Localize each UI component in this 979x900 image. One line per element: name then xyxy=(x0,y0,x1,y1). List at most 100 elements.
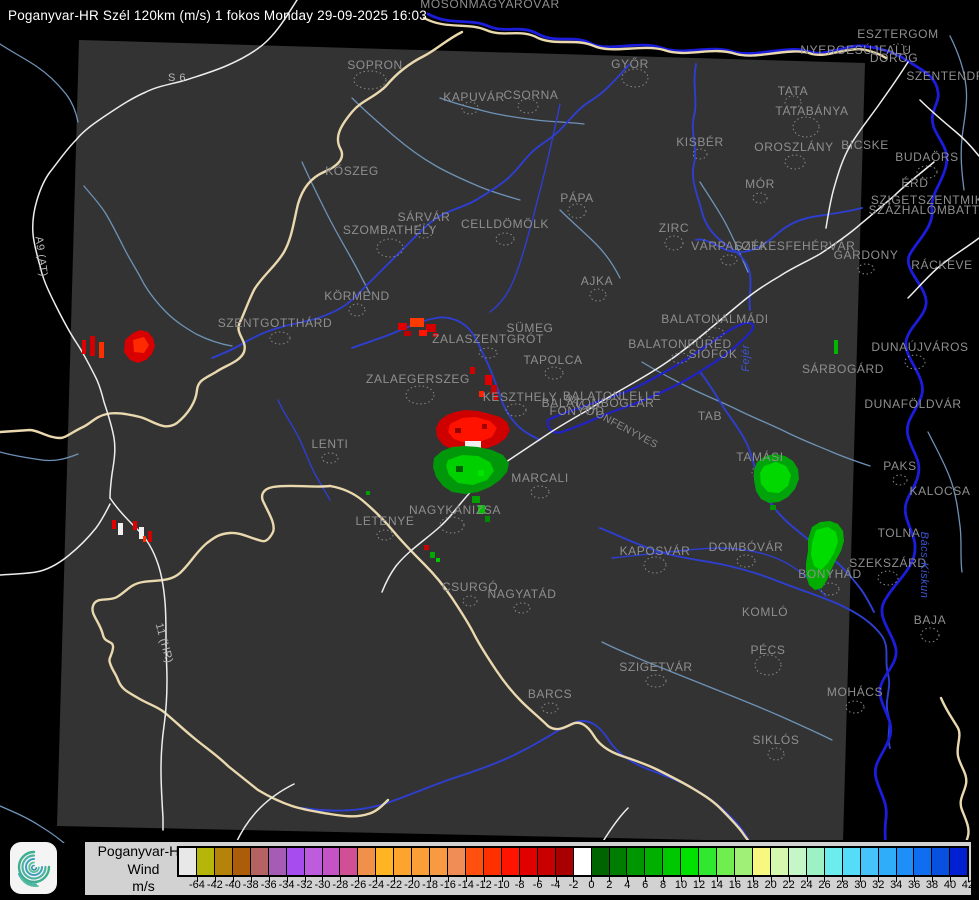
city-label: SIKLÓS xyxy=(753,732,800,747)
legend-value-label: -6 xyxy=(532,879,543,891)
radar-echo-zero xyxy=(465,441,481,448)
legend-tick xyxy=(591,877,593,882)
city-label: BUDAÖRS xyxy=(895,150,959,164)
legend-tick xyxy=(967,877,969,882)
legend-value-label: 14 xyxy=(710,879,724,891)
legend-cell--32 xyxy=(286,848,304,875)
road-label: A9 (AT) xyxy=(33,236,50,278)
legend-cell-18 xyxy=(735,848,752,875)
city-label: RÁCKEVE xyxy=(911,257,973,272)
legend-value-label: -16 xyxy=(439,879,456,891)
legend-value-label: -64 xyxy=(188,879,205,891)
radar-echo-red-zalaszentgrot xyxy=(398,318,438,337)
legend-parameter: Wind xyxy=(127,860,160,877)
city-label: ZALAEGERSZEG xyxy=(366,372,470,386)
county-label: Bács-Kiskun xyxy=(918,532,930,599)
legend-tick xyxy=(376,877,378,882)
city-label: KAPOSVÁR xyxy=(620,543,691,558)
city-label: KISBÉR xyxy=(676,134,724,149)
legend-tick xyxy=(501,877,503,882)
roads xyxy=(0,0,979,843)
legend-product: Poganyvar-HR xyxy=(97,843,190,859)
app-logo xyxy=(10,842,57,894)
legend-cell-22 xyxy=(770,848,788,875)
legend-tick xyxy=(663,877,665,882)
city-label: PÁPA xyxy=(560,190,594,205)
legend-value-label: -40 xyxy=(224,879,241,891)
radar-echo-red-west xyxy=(82,330,155,363)
legend-tick xyxy=(304,877,306,882)
legend-cell-4 xyxy=(609,848,627,875)
legend-cell-8 xyxy=(645,848,663,875)
legend-tick xyxy=(412,877,414,882)
legend-value-label: -24 xyxy=(368,879,385,891)
legend-tick xyxy=(878,877,880,882)
city-label: TOLNA xyxy=(878,526,921,540)
legend-value-label: 34 xyxy=(890,879,903,891)
legend-cell-20 xyxy=(753,848,770,875)
legend-tick xyxy=(842,877,844,882)
legend-tick xyxy=(860,877,862,882)
legend-value-label: 6 xyxy=(642,879,649,891)
legend-value-label: 12 xyxy=(692,879,706,891)
legend-title: Poganyvar-HR Wind m/s xyxy=(91,843,196,896)
radar-echo-red-main xyxy=(436,410,510,451)
legend-value-label: -38 xyxy=(242,879,259,891)
radar-echo-green-south xyxy=(366,491,490,562)
legend-tick xyxy=(555,877,557,882)
city-label: SZÉKESFEHÉRVÁR xyxy=(735,238,856,253)
legend-value-label: -18 xyxy=(422,879,438,891)
city-label: AJKA xyxy=(581,274,613,288)
legend-tick xyxy=(932,877,934,882)
legend-cell-30 xyxy=(842,848,860,875)
legend-tick xyxy=(322,877,324,882)
city-label: KOMLÓ xyxy=(742,604,788,619)
legend-tick xyxy=(447,877,449,882)
legend-tick xyxy=(824,877,826,882)
legend-tick xyxy=(698,877,700,882)
city-label: CSORNA xyxy=(504,88,559,102)
city-label: DOROG xyxy=(870,51,918,65)
legend-tick xyxy=(770,877,772,882)
legend-cell--40 xyxy=(214,848,232,875)
legend-tick xyxy=(286,877,288,882)
legend-cell-40 xyxy=(932,848,950,875)
city-label: ÉRD xyxy=(901,175,928,190)
city-label: MARCALI xyxy=(511,471,569,485)
legend-tick xyxy=(268,877,270,882)
radar-echo-green-bonyhad xyxy=(806,340,844,590)
legend-cell-16 xyxy=(717,848,735,875)
danube-river xyxy=(426,12,949,843)
legend-cell-12 xyxy=(681,848,699,875)
city-label: SZOMBATHELY xyxy=(343,223,437,237)
legend-value-label: 24 xyxy=(800,879,813,891)
city-label: LENTI xyxy=(311,437,348,451)
legend-cell-36 xyxy=(896,848,914,875)
city-label: DOMBÓVÁR xyxy=(709,539,784,554)
city-label: BAJA xyxy=(914,613,946,627)
city-label: KÖRMEND xyxy=(324,289,390,303)
legend-value-label: 2 xyxy=(606,879,613,891)
legend-cell-10 xyxy=(663,848,681,875)
city-label: KALOCSA xyxy=(910,484,971,498)
legend-tick xyxy=(573,877,575,882)
legend-tick xyxy=(465,877,467,882)
legend-cell--26 xyxy=(340,848,358,875)
legend-tick xyxy=(914,877,916,882)
city-label: KAPUVÁR xyxy=(443,89,505,104)
city-label: SZIGETSZENTMIKLÓS xyxy=(871,192,979,207)
city-label: TAPOLCA xyxy=(523,353,582,367)
legend-tick xyxy=(734,877,736,882)
legend-cell-14 xyxy=(699,848,717,875)
city-label: BONYHÁD xyxy=(798,566,862,581)
city-label: NYERGESÚJFALU xyxy=(800,42,911,57)
radar-map-canvas[interactable]: MOSONMAGYARÓVÁR ESZTERGOMNYERGESÚJFALUDOR… xyxy=(0,0,979,843)
legend-value-label: 4 xyxy=(624,879,631,891)
legend-tick xyxy=(483,877,485,882)
legend-cell-6 xyxy=(627,848,645,875)
city-label: SZIGETVÁR xyxy=(619,659,692,674)
legend-tick xyxy=(394,877,396,882)
legend-value-label: 38 xyxy=(925,879,939,891)
city-label: TAMÁSI xyxy=(736,449,783,464)
